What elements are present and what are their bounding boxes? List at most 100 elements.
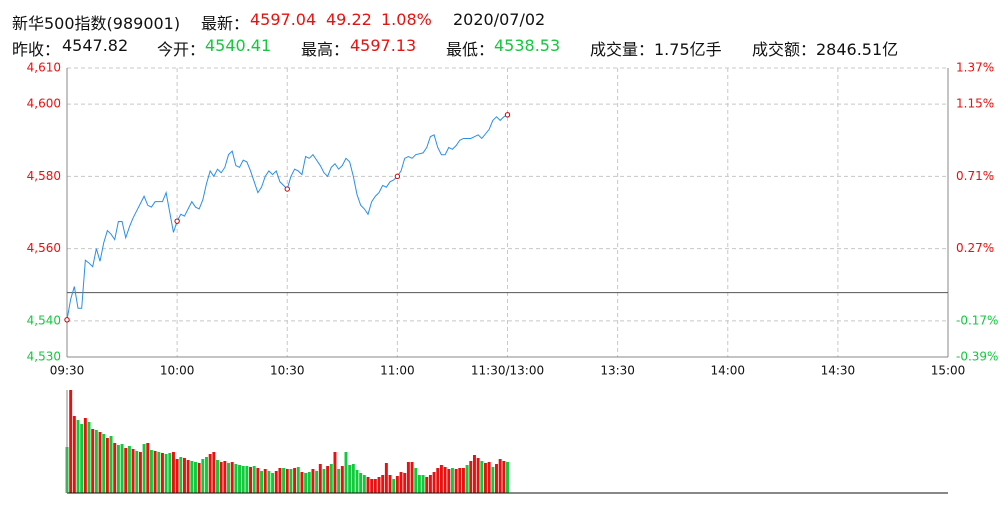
volume-bar [102,434,106,493]
volume-bar [260,471,264,493]
volume-bar [201,459,205,493]
volume-bar [458,468,462,493]
volume-bar [109,436,113,493]
volume-bar [506,462,509,493]
volume-bar [395,476,399,493]
volume-bar [105,438,109,493]
volume-bar [439,465,443,493]
volume-bar [238,465,241,493]
index-name: 新华500指数(989001) [12,14,181,33]
volume-bar [351,464,355,493]
volume-bar [304,473,308,493]
prev-close: 4547.82 [62,36,129,55]
volume-bar [153,451,157,493]
x-tick-label: 13:30 [600,364,635,378]
high-label: 最高： [301,40,350,59]
volume-bar [205,457,208,493]
volume-bar [487,462,491,493]
prev-close-label: 昨收： [12,40,61,59]
volume-bar [179,457,183,493]
y-tick-label: 4,580 [27,169,61,183]
volume-bar [329,464,333,493]
point-marker [284,186,290,192]
volume-bar [267,471,271,493]
volume-bar [80,424,84,493]
volume-bar [212,452,216,493]
volume-bar [164,454,168,493]
volume-bar [443,467,447,493]
open-label: 今开： [157,40,206,59]
x-tick-label: 15:00 [931,364,966,378]
volume-bar [366,477,370,493]
x-tick-label: 10:00 [160,364,195,378]
volume-bar [355,470,359,493]
point-marker [394,173,401,180]
volume-bar [124,448,128,493]
volume-bar [219,462,223,493]
volume-label: 成交量： [590,40,655,59]
volume-bar [450,468,454,493]
volume-bar [227,463,230,493]
volume-bar [142,444,146,493]
volume-bar [476,458,480,493]
volume-bar [182,458,186,493]
volume-bar [146,443,150,493]
volume-bar [337,469,341,493]
volume-bar [131,449,135,493]
volume-bar [373,479,377,493]
x-tick-label: 11:30/13:00 [471,364,544,378]
latest-label: 最新： [201,14,250,33]
volume-bar [381,475,385,493]
point-marker [174,218,180,224]
y2-tick-label: -0.17% [956,313,998,327]
volume-bar [315,471,319,493]
volume-bar [370,479,374,493]
volume-bar [307,472,311,493]
volume-bar [447,469,451,493]
volume-bar [197,463,201,493]
volume-bar [249,467,253,493]
volume-bar [91,429,95,493]
volume-bar [76,420,80,493]
volume-bar [399,472,403,493]
volume-bar [120,444,124,493]
volume-bar [432,472,436,493]
date: 2020/07/02 [453,10,546,29]
y2-tick-label: -0.39% [956,350,998,364]
y2-tick-label: 0.71% [956,169,994,183]
volume-bar [285,469,289,493]
amount-label: 成交额： [752,40,817,59]
amount: 2846.51亿 [816,40,899,59]
volume-bar [171,452,175,493]
volume-bar [498,459,502,493]
volume-bar [359,473,363,493]
volume-bar [149,450,153,493]
volume-bar [293,468,297,493]
volume-bar [168,453,172,493]
volume-bar [428,475,432,493]
open: 4540.41 [205,36,272,55]
volume-bar [362,475,366,493]
volume-bar [194,462,197,493]
volume-bar [340,466,344,493]
volume-bar [230,462,234,493]
y-tick-label: 4,560 [27,241,61,255]
high: 4597.13 [350,36,417,55]
volume-bar [461,468,465,493]
volume-bar [425,477,429,493]
volume: 1.75亿手 [654,40,722,59]
volume-bar [157,452,161,493]
volume-bar [245,466,249,493]
y2-tick-label: 1.37% [956,61,994,75]
volume-bar [127,446,131,493]
x-tick-label: 09:30 [50,364,85,378]
volume-bar [318,464,322,493]
latest-value: 4597.04 [250,10,317,29]
volume-bar [241,466,245,493]
y-tick-label: 4,600 [27,97,61,111]
volume-bar [344,452,348,493]
volume-bar [326,466,330,493]
volume-bar [480,461,484,493]
price-line [66,114,508,320]
